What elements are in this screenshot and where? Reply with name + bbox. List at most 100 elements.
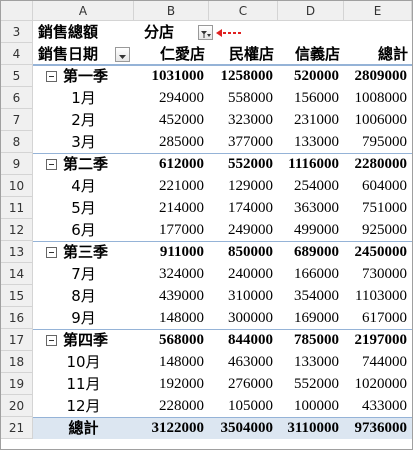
value-cell: 850000 xyxy=(228,244,273,260)
value-cell: 1116000 xyxy=(288,156,339,172)
row-number[interactable]: 10 xyxy=(1,175,33,197)
value-cell: 174000 xyxy=(228,200,273,216)
month-label: 7月 xyxy=(71,265,96,283)
value-cell: 133000 xyxy=(294,354,339,370)
value-cell: 3122000 xyxy=(151,420,205,436)
value-cell: 3110000 xyxy=(287,420,339,436)
value-cell: 310000 xyxy=(228,288,273,304)
row-number[interactable]: 19 xyxy=(1,373,33,395)
value-cell: 240000 xyxy=(228,266,273,282)
value-cell: 463000 xyxy=(228,354,273,370)
value-cell: 552000 xyxy=(228,156,273,172)
value-cell: 2450000 xyxy=(354,244,408,260)
month-label: 5月 xyxy=(71,199,96,217)
minus xyxy=(49,76,54,77)
value-cell: 612000 xyxy=(159,156,204,172)
collapse-button[interactable] xyxy=(46,159,57,170)
filter-button[interactable] xyxy=(198,25,213,40)
value-cell: 276000 xyxy=(228,376,273,392)
value-cell: 689000 xyxy=(294,244,339,260)
month-label: 11月 xyxy=(66,375,101,393)
collapse-button[interactable] xyxy=(46,71,57,82)
row-number[interactable]: 17 xyxy=(1,329,33,351)
header-border xyxy=(33,64,412,66)
value-cell: 323000 xyxy=(228,112,273,128)
month-label: 1月 xyxy=(71,89,96,107)
value-cell: 3504000 xyxy=(220,420,274,436)
month-label: 4月 xyxy=(71,177,96,195)
value-cell: 568000 xyxy=(159,332,204,348)
value-cell: 433000 xyxy=(362,398,407,414)
value-cell: 552000 xyxy=(294,376,339,392)
value-cell: 354000 xyxy=(294,288,339,304)
collapse-button[interactable] xyxy=(46,335,57,346)
row-number[interactable]: 9 xyxy=(1,153,33,175)
row-number[interactable]: 20 xyxy=(1,395,33,417)
group-border xyxy=(33,417,412,418)
value-cell: 254000 xyxy=(294,178,339,194)
value-cell: 156000 xyxy=(294,90,339,106)
header-label: 信義店 xyxy=(294,45,340,63)
row-number[interactable]: 7 xyxy=(1,109,33,131)
value-cell: 133000 xyxy=(294,134,339,150)
value-cell: 177000 xyxy=(159,222,204,238)
column-header[interactable]: E xyxy=(344,1,412,21)
group-border xyxy=(33,241,412,242)
value-cell: 1258000 xyxy=(220,68,274,84)
row-number[interactable]: 14 xyxy=(1,263,33,285)
group-border xyxy=(33,153,412,154)
value-cell: 9736000 xyxy=(354,420,408,436)
row-number[interactable]: 16 xyxy=(1,307,33,329)
row-number[interactable]: 8 xyxy=(1,131,33,153)
month-label: 10月 xyxy=(66,353,101,371)
value-cell: 785000 xyxy=(294,332,339,348)
row-number[interactable]: 4 xyxy=(1,43,33,65)
minus xyxy=(49,340,54,341)
dropdown-button[interactable] xyxy=(115,47,130,62)
quarter-label: 第二季 xyxy=(63,155,109,173)
value-cell: 214000 xyxy=(159,200,204,216)
column-header[interactable]: B xyxy=(134,1,209,21)
column-header[interactable]: A xyxy=(33,1,134,21)
row-number[interactable]: 15 xyxy=(1,285,33,307)
row-number[interactable]: 3 xyxy=(1,21,33,43)
value-cell: 2809000 xyxy=(354,68,408,84)
value-cell: 166000 xyxy=(294,266,339,282)
value-cell: 148000 xyxy=(159,310,204,326)
value-cell: 221000 xyxy=(159,178,204,194)
header-label: 分店 xyxy=(144,23,175,41)
value-cell: 2280000 xyxy=(354,156,408,172)
value-cell: 324000 xyxy=(159,266,204,282)
row-number[interactable]: 12 xyxy=(1,219,33,241)
month-label: 9月 xyxy=(71,309,96,327)
total-row-bg xyxy=(33,417,412,439)
row-number[interactable]: 18 xyxy=(1,351,33,373)
value-cell: 100000 xyxy=(294,398,339,414)
value-cell: 1006000 xyxy=(354,112,408,128)
arrow xyxy=(119,55,126,59)
row-number[interactable]: 13 xyxy=(1,241,33,263)
value-cell: 925000 xyxy=(362,222,407,238)
value-cell: 499000 xyxy=(294,222,339,238)
minus xyxy=(49,252,54,253)
filter-icon xyxy=(201,31,211,38)
row-number[interactable]: 21 xyxy=(1,417,33,439)
month-label: 3月 xyxy=(71,133,96,151)
value-cell: 377000 xyxy=(228,134,273,150)
row-number[interactable]: 11 xyxy=(1,197,33,219)
column-header[interactable]: D xyxy=(278,1,344,21)
collapse-button[interactable] xyxy=(46,247,57,258)
value-cell: 294000 xyxy=(159,90,204,106)
header-label: 民權店 xyxy=(228,45,274,63)
value-cell: 730000 xyxy=(362,266,407,282)
header-label: 總計 xyxy=(377,45,408,63)
value-cell: 169000 xyxy=(294,310,339,326)
row-number[interactable]: 6 xyxy=(1,87,33,109)
value-cell: 2197000 xyxy=(354,332,408,348)
column-header[interactable]: C xyxy=(209,1,278,21)
month-label: 8月 xyxy=(71,287,96,305)
quarter-label: 第三季 xyxy=(63,243,109,261)
row-number[interactable]: 5 xyxy=(1,65,33,87)
red-arrow xyxy=(216,29,242,37)
